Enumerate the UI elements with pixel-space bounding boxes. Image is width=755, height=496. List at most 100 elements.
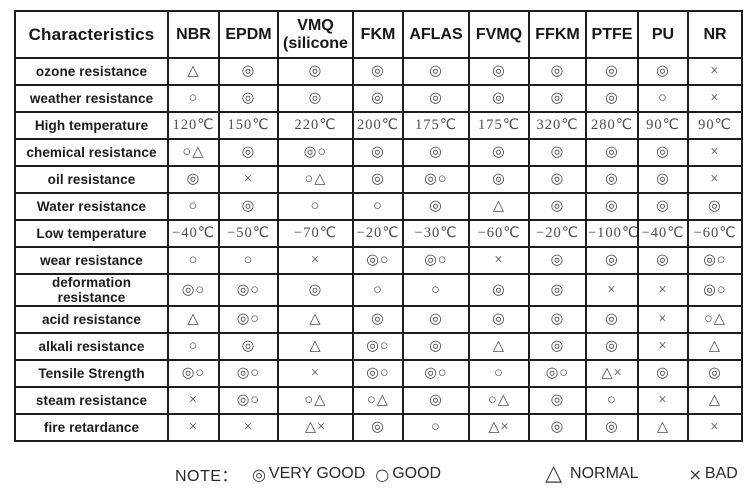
table-cell: ◎ [218, 138, 279, 167]
table-cell: × [218, 413, 279, 442]
table-cell: ◎ [402, 57, 470, 86]
table-cell: ○ [468, 359, 530, 388]
normal-label: NORMAL [570, 465, 639, 482]
table-cell: × [585, 273, 639, 307]
table-cell: ◎ [528, 386, 587, 415]
table-cell: ◎ [585, 138, 639, 167]
legend-item-normal: △ NORMAL [545, 460, 639, 487]
table-cell: ◎ [402, 138, 470, 167]
table-row: fire retardance × × △× ◎ ○ △× ◎ ◎ △ × [14, 413, 743, 442]
row-label: Tensile Strength [14, 359, 169, 388]
table-cell: −100℃ [585, 219, 639, 248]
table-cell: 175℃ [468, 111, 530, 140]
table-cell: ◎ [468, 273, 530, 307]
table-cell: ◎ [528, 246, 587, 275]
table-cell: ◎ [468, 57, 530, 86]
table-cell: ◎ [402, 192, 470, 221]
table-cell: ◎ [528, 413, 587, 442]
table-row: wear resistance ○ ○ × ◎○ ◎○ × ◎ ◎ ◎ ◎○ [14, 246, 743, 275]
column-header-nbr: NBR [167, 10, 220, 59]
table-cell: −20℃ [352, 219, 404, 248]
table-cell: ◎ [402, 332, 470, 361]
table-cell: −50℃ [218, 219, 279, 248]
table-cell: ○ [402, 413, 470, 442]
table-cell: △ [277, 305, 354, 334]
table-cell: −60℃ [468, 219, 530, 248]
table-cell: × [687, 165, 743, 194]
column-header-fkm: FKM [352, 10, 404, 59]
table-cell: ○△ [277, 165, 354, 194]
legend: NOTE： ◎ VERY GOOD ○ GOOD △ NORMAL × BAD [175, 458, 738, 490]
table-cell: ○ [167, 84, 220, 113]
table-cell: ◎○ [167, 273, 220, 307]
table-row: weather resistance ○ ◎ ◎ ◎ ◎ ◎ ◎ ◎ ○ × [14, 84, 743, 113]
table-cell: ○ [167, 246, 220, 275]
row-label: ozone resistance [14, 57, 169, 86]
table-cell: × [167, 413, 220, 442]
column-header-aflas: AFLAS [402, 10, 470, 59]
very-good-label: VERY GOOD [268, 465, 366, 482]
table-cell: ○△ [277, 386, 354, 415]
table-cell: 175℃ [402, 111, 470, 140]
table-row: Water resistance ○ ◎ ○ ○ ◎ △ ◎ ◎ ◎ ◎ [14, 192, 743, 221]
legend-item-good: ○ GOOD [375, 465, 441, 484]
table-cell: ◎ [585, 246, 639, 275]
table-cell: ◎ [528, 165, 587, 194]
normal-symbol-icon: △ [545, 460, 563, 486]
table-cell: ◎○ [687, 273, 743, 307]
good-label: GOOD [392, 465, 442, 482]
table-cell: −60℃ [687, 219, 743, 248]
table-cell: △ [468, 332, 530, 361]
bad-symbol-icon: × [688, 464, 702, 484]
table-cell: ◎ [277, 57, 354, 86]
column-header-ptfe: PTFE [585, 10, 639, 59]
row-label: acid resistance [14, 305, 169, 334]
column-header-pu: PU [637, 10, 689, 59]
table-cell: △× [468, 413, 530, 442]
table-cell: × [277, 246, 354, 275]
table-cell: ◎ [528, 332, 587, 361]
table-cell: ◎ [528, 138, 587, 167]
table-cell: × [687, 84, 743, 113]
legend-item-very-good: ◎ VERY GOOD [252, 465, 365, 484]
column-header-epdm: EPDM [218, 10, 279, 59]
table-cell: ◎○ [218, 305, 279, 334]
table-cell: × [687, 413, 743, 442]
row-label: High temperature [14, 111, 169, 140]
table-row: acid resistance △ ◎○ △ ◎ ◎ ◎ ◎ ◎ × ○△ [14, 305, 743, 334]
table-cell: ◎○ [402, 359, 470, 388]
row-label: chemical resistance [14, 138, 169, 167]
table-cell: ○ [352, 192, 404, 221]
table-row: oil resistance ◎ × ○△ ◎ ◎○ ◎ ◎ ◎ ◎ × [14, 165, 743, 194]
table-cell: × [218, 165, 279, 194]
table-cell: ◎ [528, 57, 587, 86]
table-cell: ◎ [468, 138, 530, 167]
table-cell: ◎ [352, 413, 404, 442]
row-label: deformation resistance [14, 273, 169, 307]
table-cell: ◎○ [352, 246, 404, 275]
table-cell: ◎ [687, 359, 743, 388]
table-cell: ◎ [585, 413, 639, 442]
table-cell: ◎ [352, 138, 404, 167]
table-cell: ◎ [218, 57, 279, 86]
table-cell: 150℃ [218, 111, 279, 140]
table-cell: −40℃ [637, 219, 689, 248]
table-cell: ◎ [218, 192, 279, 221]
table-cell: ◎ [637, 359, 689, 388]
table-cell: △ [637, 413, 689, 442]
row-label: oil resistance [14, 165, 169, 194]
table-cell: ◎ [352, 305, 404, 334]
table-cell: ○△ [352, 386, 404, 415]
table-cell: 90℃ [687, 111, 743, 140]
table-cell: ◎ [352, 84, 404, 113]
table-cell: ◎○ [218, 359, 279, 388]
table-cell: △ [277, 332, 354, 361]
table-cell: △× [585, 359, 639, 388]
table-cell: ○△ [167, 138, 220, 167]
table-cell: ◎ [352, 57, 404, 86]
row-label: weather resistance [14, 84, 169, 113]
table-cell: ○ [585, 386, 639, 415]
table-cell: ◎○ [218, 273, 279, 307]
table-cell: ◎ [637, 165, 689, 194]
